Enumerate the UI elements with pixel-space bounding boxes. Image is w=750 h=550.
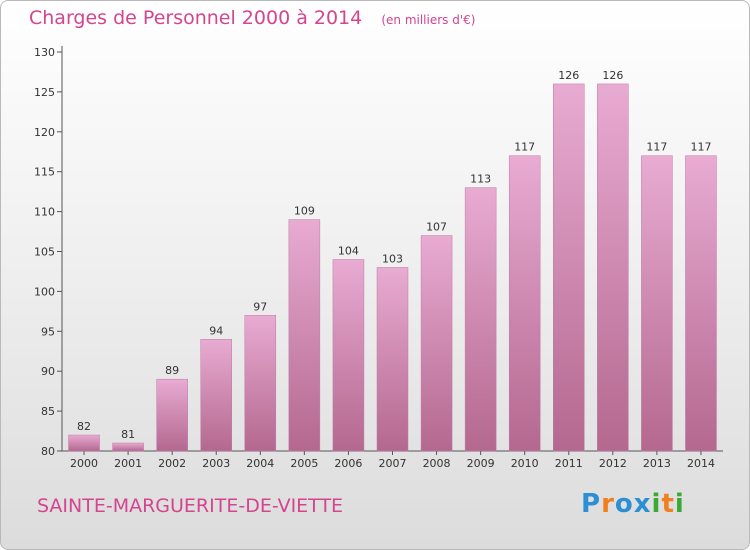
bar-value-label: 126	[558, 69, 579, 82]
bar-value-label: 103	[382, 252, 403, 265]
bar-value-label: 81	[121, 428, 135, 441]
proxiti-logo-letter: r	[601, 489, 615, 519]
data-labels: 82 81 89 94 97 109 104 103 107 113 117 126 126 117 117	[77, 69, 711, 441]
chart-title: Charges de Personnel 2000 à 2014	[29, 7, 363, 29]
x-tick-label: 2012	[599, 457, 627, 470]
x-axis: 2000 2001 2002 2003 2004 2005 2006 2007 2008 2009…	[62, 450, 723, 470]
y-tick-label: 95	[41, 325, 55, 338]
bar	[464, 187, 497, 452]
bar-value-label: 126	[602, 69, 623, 82]
bar	[200, 339, 232, 452]
bar	[244, 315, 277, 452]
bar	[553, 83, 585, 452]
proxiti-logo-letter: i	[674, 489, 685, 519]
bar-value-label: 117	[690, 141, 711, 154]
bar-value-label: 117	[514, 141, 535, 154]
proxiti-logo-letter: t	[661, 489, 675, 519]
bar	[420, 235, 453, 452]
bar	[68, 434, 100, 452]
x-tick-label: 2008	[423, 457, 451, 470]
proxiti-logo-letter: P	[581, 489, 602, 519]
x-tick-label: 2001	[114, 457, 142, 470]
x-tick-label: 2013	[643, 457, 671, 470]
x-tick-label: 2005	[290, 457, 318, 470]
bar	[332, 259, 365, 452]
proxiti-logo-letter: o	[614, 489, 634, 519]
x-tick-label: 2002	[158, 457, 186, 470]
bar-value-label: 89	[165, 364, 179, 377]
commune-name: SAINTE-MARGUERITE-DE-VIETTE	[37, 495, 344, 517]
x-tick-label: 2007	[379, 457, 407, 470]
bar	[156, 378, 188, 452]
y-tick-label: 100	[34, 285, 55, 298]
proxiti-logo: Proxiti	[581, 489, 685, 519]
bar-value-label: 97	[253, 300, 267, 313]
y-tick-label: 110	[34, 206, 55, 219]
bar-value-label: 117	[646, 141, 667, 154]
chart-header: Charges de Personnel 2000 à 2014 (en mil…	[29, 7, 475, 29]
bar	[597, 83, 629, 452]
y-tick-label: 120	[34, 126, 55, 139]
bars	[68, 83, 717, 452]
x-tick-label: 2006	[334, 457, 362, 470]
y-tick-label: 85	[41, 405, 55, 418]
x-tick-label: 2000	[70, 457, 98, 470]
bar-value-label: 94	[209, 324, 223, 337]
bar-value-label: 82	[77, 420, 91, 433]
x-tick-label: 2004	[246, 457, 274, 470]
bar	[685, 155, 717, 452]
x-tick-label: 2014	[687, 457, 715, 470]
bar	[376, 267, 409, 452]
y-axis: 80 85 90 95 100 105 110 115 120 125 130	[34, 46, 63, 458]
x-tick-label: 2003	[202, 457, 230, 470]
bar-value-label: 107	[426, 221, 447, 234]
bar	[112, 442, 144, 452]
y-tick-label: 80	[41, 445, 55, 458]
y-tick-label: 130	[34, 46, 55, 59]
bar-value-label: 113	[470, 173, 491, 186]
x-tick-label: 2011	[555, 457, 583, 470]
bar-value-label: 109	[294, 205, 315, 218]
proxiti-logo-letter: i	[651, 489, 662, 519]
bar	[641, 155, 673, 452]
y-tick-label: 125	[34, 86, 55, 99]
y-tick-label: 115	[34, 166, 55, 179]
bar	[508, 155, 541, 452]
y-tick-label: 105	[34, 246, 55, 259]
y-tick-label: 90	[41, 365, 55, 378]
bar	[288, 219, 321, 452]
bar-value-label: 104	[338, 244, 359, 257]
x-tick-label: 2009	[467, 457, 495, 470]
chart-subtitle: (en milliers d'€)	[381, 13, 476, 27]
proxiti-logo-letter: x	[633, 489, 652, 519]
x-tick-label: 2010	[511, 457, 539, 470]
